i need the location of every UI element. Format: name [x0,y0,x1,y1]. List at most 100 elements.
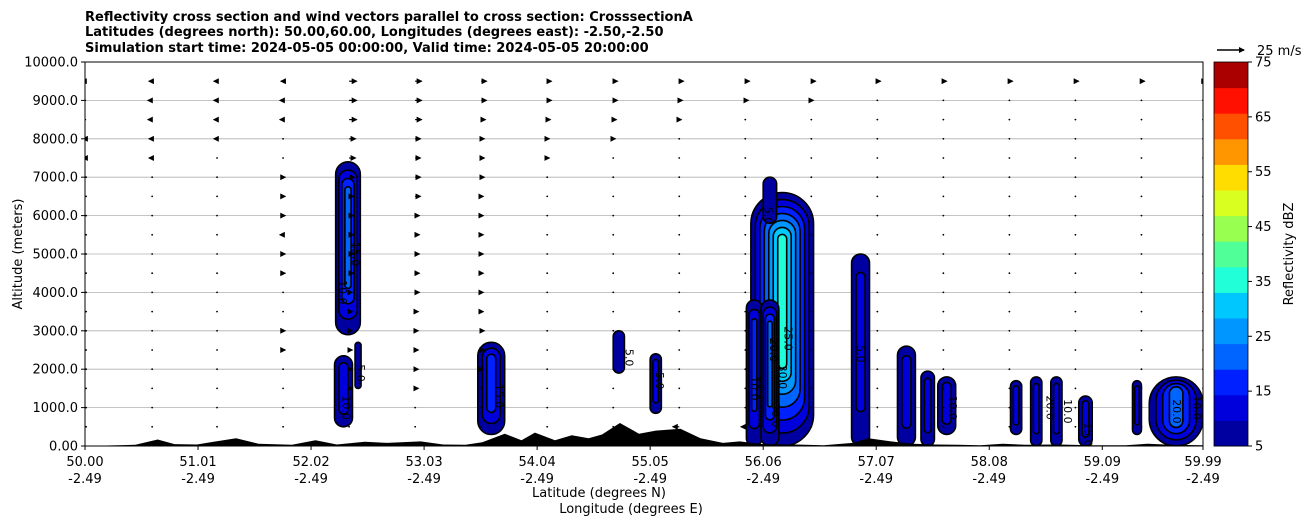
wind-vector-6-7 [546,310,549,313]
wind-vector-3-7 [546,368,549,371]
contour-label-14: 10.0 [946,395,959,420]
wind-vector-0-6 [480,425,483,428]
reflectivity-cell-16 [1050,376,1063,446]
wind-vector-13-0 [85,176,88,179]
colorbar-segment-11 [1214,138,1248,165]
wind-vector-2-1 [151,387,154,390]
wind-vector-6-14 [1008,310,1011,313]
wind-vector-14-8 [612,157,615,159]
wind-vector-11-1 [151,214,154,217]
wind-vector-2-13 [942,387,945,390]
colorbar-segment-6 [1214,266,1248,293]
colorbar-segment-3 [1214,343,1248,370]
wind-vector-2-6 [480,387,483,390]
reflectivity-cell-14 [1009,379,1023,436]
reflectivity-contour-16-10 [1052,382,1060,435]
wind-vector-10-2 [216,233,218,236]
y-tick-label-9: 9000.0 [33,94,79,109]
wind-vector-9-13 [942,253,945,255]
wind-vector-8-0 [85,272,88,275]
wind-vector-16-16 [1140,118,1143,121]
wind-vector-0-14 [1008,425,1011,428]
reflectivity-cell-11 [896,345,917,446]
wind-vector-14-11 [810,157,813,159]
wind-vector-4-8 [612,349,615,351]
wind-vector-0-16 [1140,425,1143,428]
wind-vector-11-12 [876,214,879,217]
reflectivity-cell-9 [762,176,778,225]
wind-vector-8-2 [216,272,218,275]
x-axis-label-secondary: Longitude (degrees E) [559,502,703,517]
wind-vector-0-1 [151,425,154,428]
wind-vector-5-14 [1008,329,1011,332]
wind-vector-4-11 [810,349,813,351]
wind-vector-0-12 [876,425,879,428]
contour-label-5: 5.0 [623,349,636,367]
wind-vector-7-1 [151,291,154,294]
reflectivity-cell-17 [1077,395,1094,446]
wind-vector-12-2 [216,195,218,198]
colorbar-segment-12 [1214,113,1248,140]
wind-vector-9-11 [810,253,813,255]
x-tick-label-lon-2: -2.49 [294,472,328,487]
reflectivity-cell-4 [612,329,626,374]
y-tick-label-4: 4000.0 [33,286,79,301]
chart-title-line-3: Simulation start time: 2024-05-05 00:00:… [85,41,649,56]
wind-vector-4-16 [1140,349,1143,351]
wind-vector-2-11 [810,387,813,390]
colorbar-segment-14 [1214,62,1248,89]
wind-vector-3-11 [810,368,813,371]
wind-vector-11-15 [1074,214,1077,217]
wind-key-label: 25 m/s [1257,44,1302,59]
wind-vector-0-3 [282,425,284,428]
wind-vector-7-3 [282,291,284,294]
colorbar-label: Reflectivity dBZ [1282,203,1297,306]
wind-vector-7-8 [612,291,615,294]
wind-vector-13-14 [1008,176,1011,179]
wind-vector-8-16 [1140,272,1143,275]
contour-label-16: 10.0 [1061,399,1074,424]
wind-vector-17-12 [876,99,879,102]
wind-vector-6-8 [612,310,615,313]
contour-label-13: 5.0 [854,345,867,363]
reflectivity-cell-18 [1131,379,1143,436]
wind-vector-4-13 [942,349,945,351]
wind-vector-8-12 [876,272,879,275]
wind-vector-1-3 [282,406,284,409]
colorbar-segment-0 [1214,420,1248,447]
x-tick-label-8: 58.08 [971,455,1008,470]
x-tick-label-1: 51.01 [179,455,216,470]
wind-vector-8-10 [744,272,747,275]
y-tick-label-10: 10000.0 [24,56,78,71]
wind-vector-9-0 [85,253,88,255]
wind-vector-12-13 [942,195,945,198]
x-axis-ticks: 50.00 -2.49 51.01 -2.49 52.02 -2.49 53.03 -2.49… [66,446,1222,487]
reflectivity-cell-15 [1029,376,1043,446]
wind-vector-11-9 [678,214,681,217]
x-tick-label-5: 55.05 [632,455,669,470]
reflectivity-cell-12 [920,370,936,446]
wind-vector-10-1 [151,233,154,236]
x-tick-label-0: 50.00 [66,455,103,470]
wind-vector-17-15 [1074,99,1077,102]
wind-vector-2-9 [678,387,681,390]
wind-vector-11-7 [546,214,549,217]
wind-vector-4-12 [876,349,879,351]
wind-vector-3-15 [1074,368,1077,371]
wind-vector-11-16 [1140,214,1143,217]
wind-vector-5-1 [151,329,154,332]
wind-vector-2-2 [216,387,218,390]
wind-vector-9-7 [546,253,549,255]
wind-vector-10-11 [810,233,813,236]
wind-vector-1-16 [1140,406,1143,409]
wind-vector-13-10 [744,176,747,179]
wind-vector-8-13 [942,272,945,275]
reflectivity-cell-1 [333,354,354,428]
wind-vector-15-3 [282,137,284,140]
wind-vector-14-15 [1074,157,1077,159]
colorbar-tick-label-3: 35 [1255,275,1272,290]
contour-label-1: 10.0 [336,280,349,305]
x-tick-label-9: 59.09 [1084,455,1121,470]
colorbar-segment-7 [1214,241,1248,268]
x-tick-label-lon-7: -2.49 [859,472,893,487]
